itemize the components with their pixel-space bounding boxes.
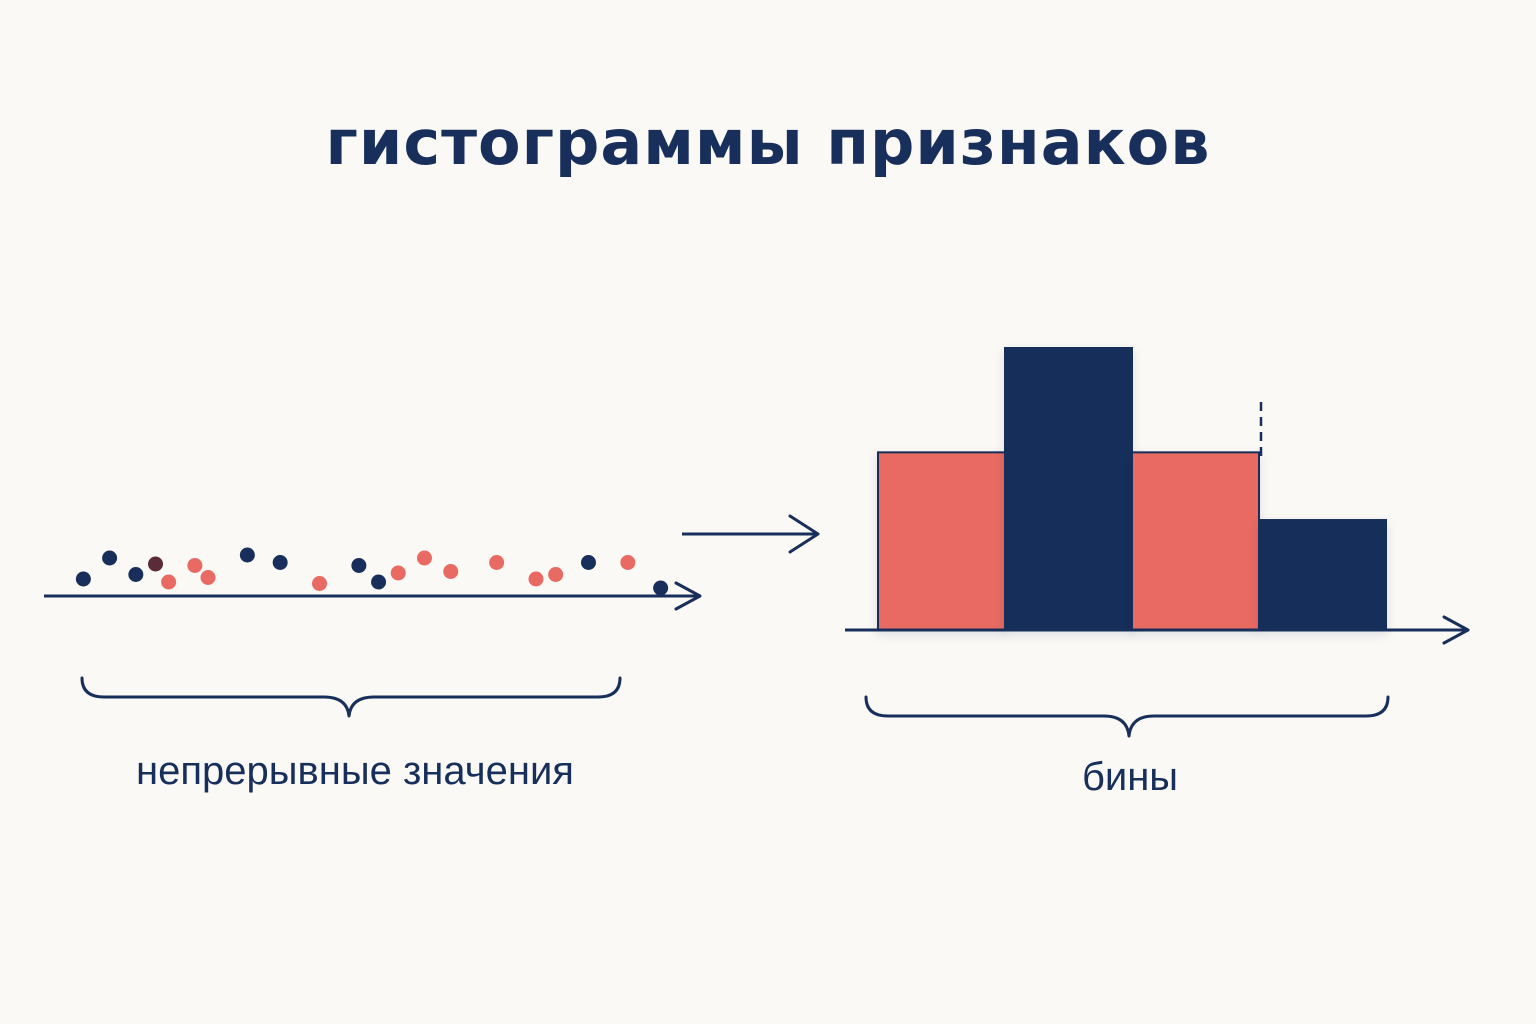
continuous-values-panel xyxy=(44,547,702,718)
transform-arrow-icon xyxy=(788,514,820,554)
data-point-6 xyxy=(187,558,203,573)
data-point-8 xyxy=(239,547,255,563)
transform-arrow xyxy=(682,514,820,554)
bins-label: бины xyxy=(1081,755,1179,799)
histogram-bin-1 xyxy=(877,451,1006,631)
bins-panel xyxy=(845,347,1470,738)
data-point-13 xyxy=(390,565,406,581)
data-point-14 xyxy=(416,550,432,566)
data-point-16 xyxy=(489,555,505,570)
data-point-7 xyxy=(200,570,216,585)
histogram-bin-2 xyxy=(1004,347,1133,631)
data-point-19 xyxy=(580,555,596,570)
right-axis-arrow-icon xyxy=(1442,615,1470,645)
data-point-2 xyxy=(102,550,118,566)
data-point-3 xyxy=(128,567,144,582)
data-point-9 xyxy=(272,555,288,570)
data-point-15 xyxy=(443,564,459,579)
right-brace-icon xyxy=(864,695,1390,738)
data-point-4 xyxy=(148,556,164,572)
left-brace-icon xyxy=(80,676,622,718)
continuous-values-label: непрерывные значения xyxy=(136,749,574,793)
data-point-20 xyxy=(620,555,636,570)
histogram-bars xyxy=(877,347,1387,632)
page-title: гистограммы признаков xyxy=(325,106,1211,179)
data-point-10 xyxy=(312,576,328,591)
histogram-bin-3 xyxy=(1131,451,1260,631)
data-point-11 xyxy=(351,558,367,573)
data-point-17 xyxy=(528,571,544,587)
histogram-bin-4 xyxy=(1258,519,1387,632)
data-point-5 xyxy=(161,574,177,590)
data-point-12 xyxy=(371,574,387,590)
data-point-1 xyxy=(75,571,91,587)
data-points xyxy=(75,547,669,596)
data-point-21 xyxy=(653,580,669,596)
data-point-18 xyxy=(548,567,564,582)
left-axis-arrow-icon xyxy=(674,581,702,611)
